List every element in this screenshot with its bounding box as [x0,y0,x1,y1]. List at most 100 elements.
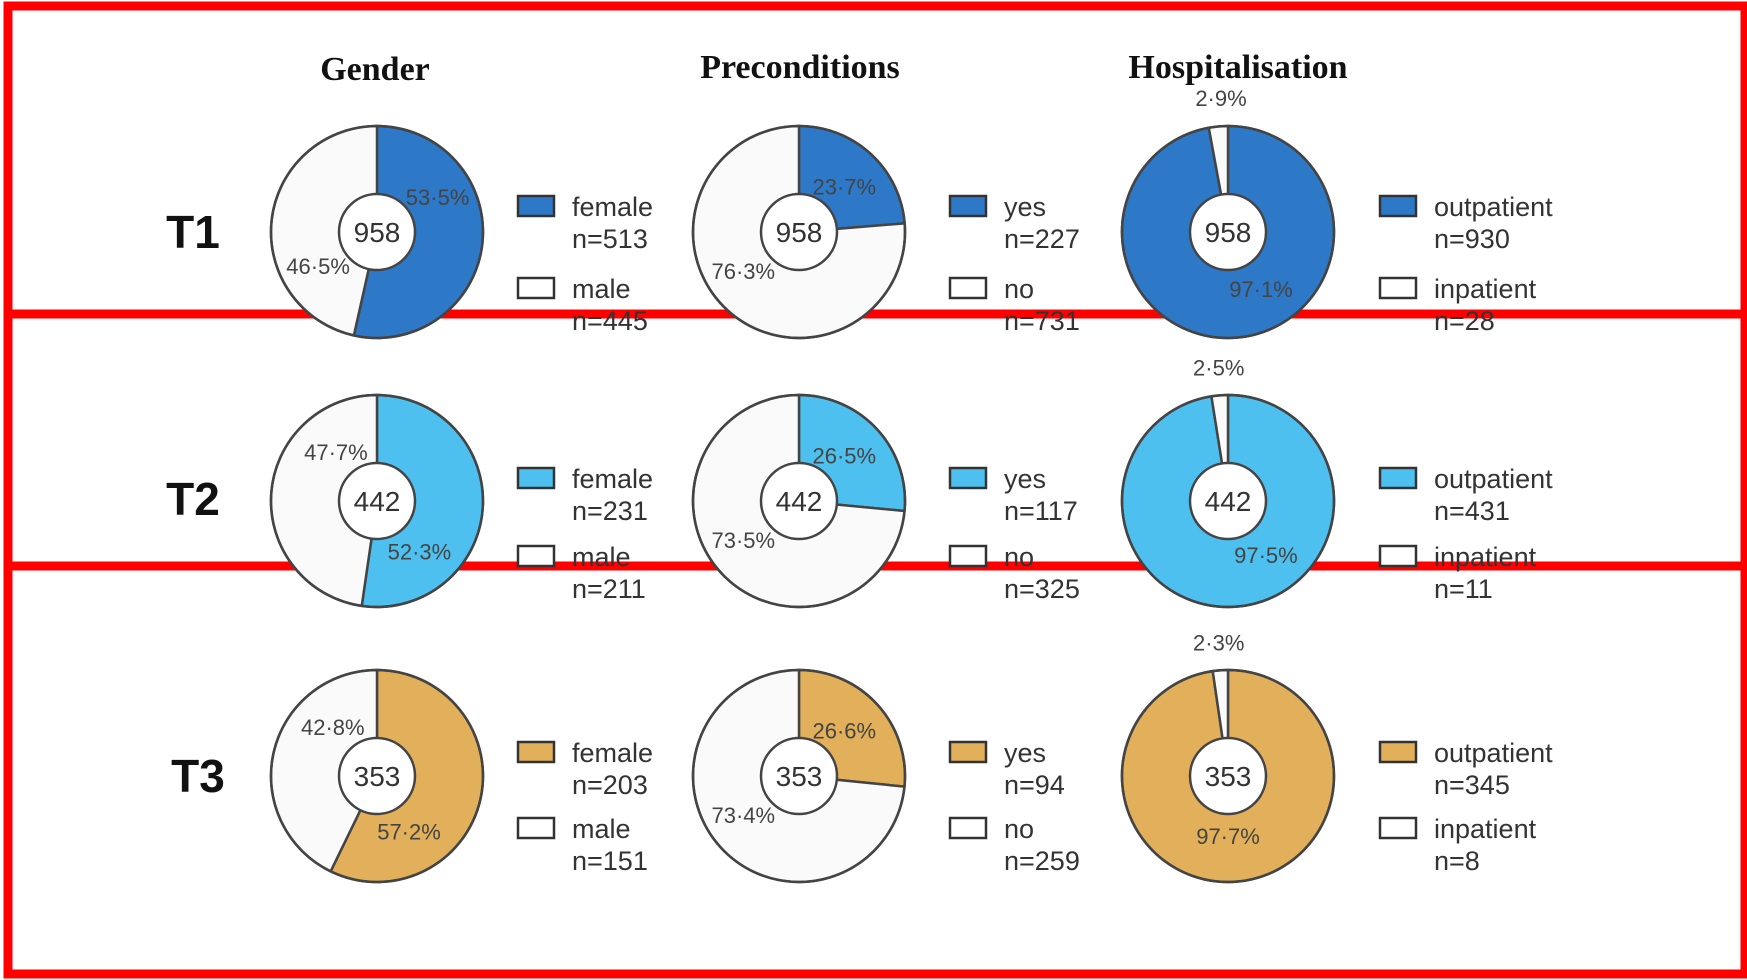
pie-center-hole [1188,461,1268,541]
legend-label-female: female [572,192,653,222]
legend-count-inpatient: n=8 [1434,846,1480,876]
column-title-preconditions: Preconditions [700,49,900,86]
total-n-label: 353 [354,761,401,792]
legend-count-inpatient: n=28 [1434,306,1495,336]
pct-label-no: 73·4% [712,803,776,828]
legend-swatch-male [516,276,556,300]
pie-charts: 95853·5%46·5%femalen=513malen=44595823·7… [269,86,1553,884]
pie-outline [269,124,485,340]
legend-swatch-male [516,544,556,568]
legend-label-no: no [1004,814,1034,844]
column-titles: Gender Preconditions Hospitalisation [320,49,1347,88]
pct-label-female: 57·2% [377,819,441,844]
pie-center-hole [337,736,417,816]
total-n-label: 958 [776,217,823,248]
legend-label-outpatient: outpatient [1434,464,1553,494]
legend-label-yes: yes [1004,738,1046,768]
legend-label-outpatient: outpatient [1434,738,1553,768]
legend-swatch-female [516,466,556,490]
legend-count-yes: n=227 [1004,224,1080,254]
legend-label-male: male [572,542,631,572]
pct-label-female: 53·5% [406,185,470,210]
total-n-label: 353 [1205,761,1252,792]
legend-label-female: female [572,738,653,768]
pct-label-no: 73·5% [712,528,776,553]
pie-outline [1120,124,1336,340]
total-n-label: 442 [776,486,823,517]
pct-label-yes: 26·6% [813,719,877,744]
pie-center-hole [759,192,839,272]
legend-label-inpatient: inpatient [1434,274,1537,304]
legend-swatch-yes [948,740,988,764]
legend-count-outpatient: n=345 [1434,770,1510,800]
legend-swatch-outpatient [1378,740,1418,764]
pie-outline [269,668,485,884]
total-n-label: 958 [354,217,401,248]
column-title-hospitalisation: Hospitalisation [1128,49,1347,86]
legend-count-no: n=259 [1004,846,1080,876]
legend-swatch-yes [948,194,988,218]
row-label-t1: T1 [166,206,220,258]
legend-label-yes: yes [1004,192,1046,222]
total-n-label: 442 [354,486,401,517]
legend-swatch-inpatient [1378,816,1418,840]
legend-label-male: male [572,814,631,844]
row-labels: T1 T2 T3 [166,206,225,802]
pct-label-inpatient: 2·3% [1193,630,1244,655]
legend-count-no: n=731 [1004,306,1080,336]
legend-label-yes: yes [1004,464,1046,494]
total-n-label: 958 [1205,217,1252,248]
legend-count-female: n=513 [572,224,648,254]
pct-label-male: 47·7% [304,440,368,465]
legend-count-outpatient: n=431 [1434,496,1510,526]
legend-swatch-male [516,816,556,840]
legend-label-inpatient: inpatient [1434,542,1537,572]
legend-label-inpatient: inpatient [1434,814,1537,844]
legend-count-outpatient: n=930 [1434,224,1510,254]
pct-label-outpatient: 97·1% [1229,277,1293,302]
legend-label-no: no [1004,274,1034,304]
legend-label-male: male [572,274,631,304]
pct-label-inpatient: 2·9% [1195,86,1246,111]
pct-label-outpatient: 97·5% [1234,543,1298,568]
pie-outline [691,124,907,340]
legend-swatch-inpatient [1378,544,1418,568]
legend-count-female: n=231 [572,496,648,526]
legend-swatch-outpatient [1378,466,1418,490]
legend-count-inpatient: n=11 [1434,574,1493,604]
pie-center-hole [337,461,417,541]
pie-outline [691,668,907,884]
legend-count-no: n=325 [1004,574,1080,604]
legend-swatch-outpatient [1378,194,1418,218]
column-title-gender: Gender [320,51,430,88]
legend-swatch-female [516,194,556,218]
row-label-t3: T3 [171,750,225,802]
legend-count-male: n=151 [572,846,648,876]
legend-swatch-no [948,544,988,568]
legend-count-male: n=445 [572,306,648,336]
legend-count-yes: n=117 [1004,496,1078,526]
pct-label-yes: 23·7% [813,175,877,200]
pie-outline [269,393,485,609]
row-label-t2: T2 [166,473,220,525]
pct-label-male: 42·8% [301,715,365,740]
legend-label-female: female [572,464,653,494]
legend-count-yes: n=94 [1004,770,1065,800]
legend-swatch-no [948,276,988,300]
